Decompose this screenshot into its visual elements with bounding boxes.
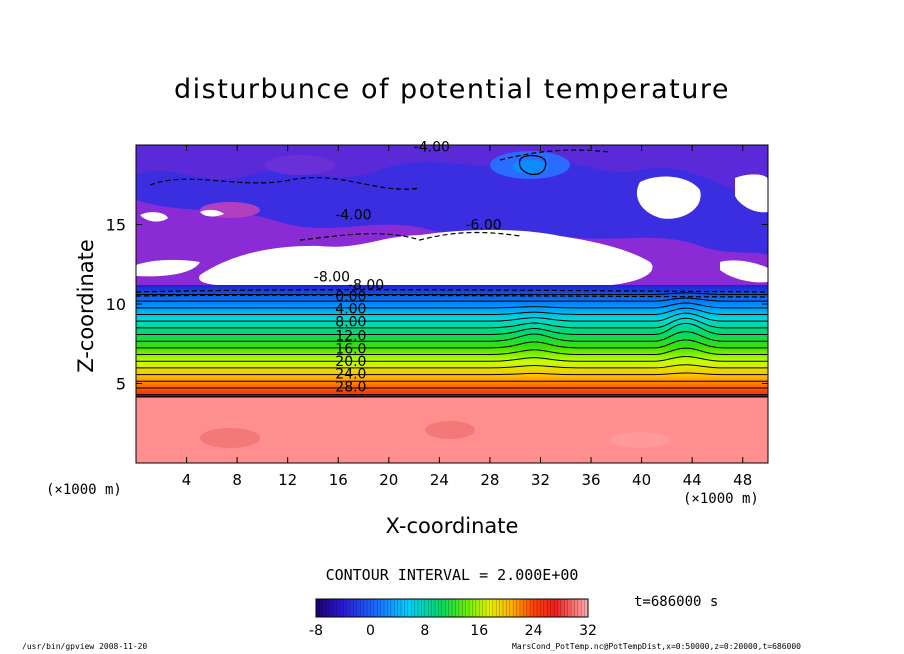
colorbar-tick-label: -8	[309, 623, 323, 639]
x-tick-label: 16	[329, 471, 348, 489]
contour-line	[136, 331, 768, 342]
y-tick-label: 10	[106, 295, 126, 314]
contour-line	[136, 372, 768, 376]
contour-label: 8.00	[335, 314, 366, 330]
contour-label: 4.00	[335, 302, 366, 318]
contour-label: -4.00	[414, 139, 450, 155]
contour-label: 12.0	[335, 329, 366, 345]
x-tick-label: 28	[480, 471, 499, 489]
colorbar-tick-label: 32	[579, 623, 597, 639]
footer-right: MarsCond_PotTemp.nc@PotTempDist,x=0:5000…	[512, 642, 801, 651]
x-tick-label: 12	[278, 471, 297, 489]
x-tick-label: 36	[581, 471, 600, 489]
colorbar-tick-label: 8	[420, 623, 429, 639]
contour-label: -8.00	[314, 270, 350, 286]
x-tick-label: 48	[733, 471, 752, 489]
contour-label: 0.00	[335, 289, 366, 305]
contour-line	[136, 302, 768, 309]
contour-interval-label: CONTOUR INTERVAL = 2.000E+00	[325, 566, 579, 584]
contour-line	[136, 312, 768, 322]
contour-label: 24.0	[335, 367, 366, 383]
x-axis-ticks: 4 8 12 16 20 24 28 32 36 40 44 48	[182, 145, 752, 489]
footer-left: /usr/bin/gpview 2008-11-20	[22, 642, 148, 651]
contour-line	[136, 339, 768, 349]
y-tick-label: 15	[106, 216, 126, 235]
x-tick-label: 40	[632, 471, 651, 489]
plot-area	[136, 145, 768, 463]
contour-line	[136, 364, 768, 369]
contour-label: 20.0	[335, 354, 366, 370]
y-tick-label: 5	[116, 375, 126, 394]
contour-label: -4.00	[335, 208, 371, 224]
x-tick-label: 8	[232, 471, 242, 489]
x-unit-note-right: (×1000 m)	[683, 491, 759, 507]
contour-line	[136, 322, 768, 336]
contour-lines	[136, 292, 768, 397]
x-tick-label: 20	[379, 471, 398, 489]
colorbar-tick-label: 16	[470, 623, 488, 639]
x-tick-label: 4	[182, 471, 192, 489]
y-axis-label: Z-coordinate	[74, 239, 98, 373]
contour-line	[136, 355, 768, 362]
x-tick-label: 24	[430, 471, 449, 489]
white-gap-main	[199, 229, 653, 286]
contour-label: -8.00	[348, 278, 384, 294]
contour-line	[136, 297, 768, 302]
colorbar-frame	[315, 598, 589, 618]
x-axis-label: X-coordinate	[385, 514, 519, 538]
colorbar-tick-label: 0	[366, 623, 375, 639]
contour-line	[136, 317, 768, 329]
contour-line	[136, 307, 768, 315]
contour-label: 16.0	[335, 341, 366, 357]
time-label: t=686000 s	[634, 594, 719, 610]
x-unit-note-left: (×1000 m)	[46, 482, 122, 498]
contour-line	[136, 347, 768, 356]
contour-label: -6.00	[465, 217, 501, 233]
contour-labels: -4.00-4.00-6.00-8.00-8.000.004.008.0012.…	[314, 139, 502, 395]
contour-line	[136, 292, 768, 295]
x-tick-label: 44	[683, 471, 702, 489]
y-axis-ticks: 5 10 15	[106, 216, 768, 394]
chart-title: disturbunce of potential temperature	[174, 74, 730, 105]
colorbar-ticks: -8 0 8 16 24 32	[309, 623, 597, 639]
colorbar-tick-label: 24	[525, 623, 543, 639]
x-tick-label: 32	[531, 471, 550, 489]
contour-label: 28.0	[335, 379, 366, 395]
